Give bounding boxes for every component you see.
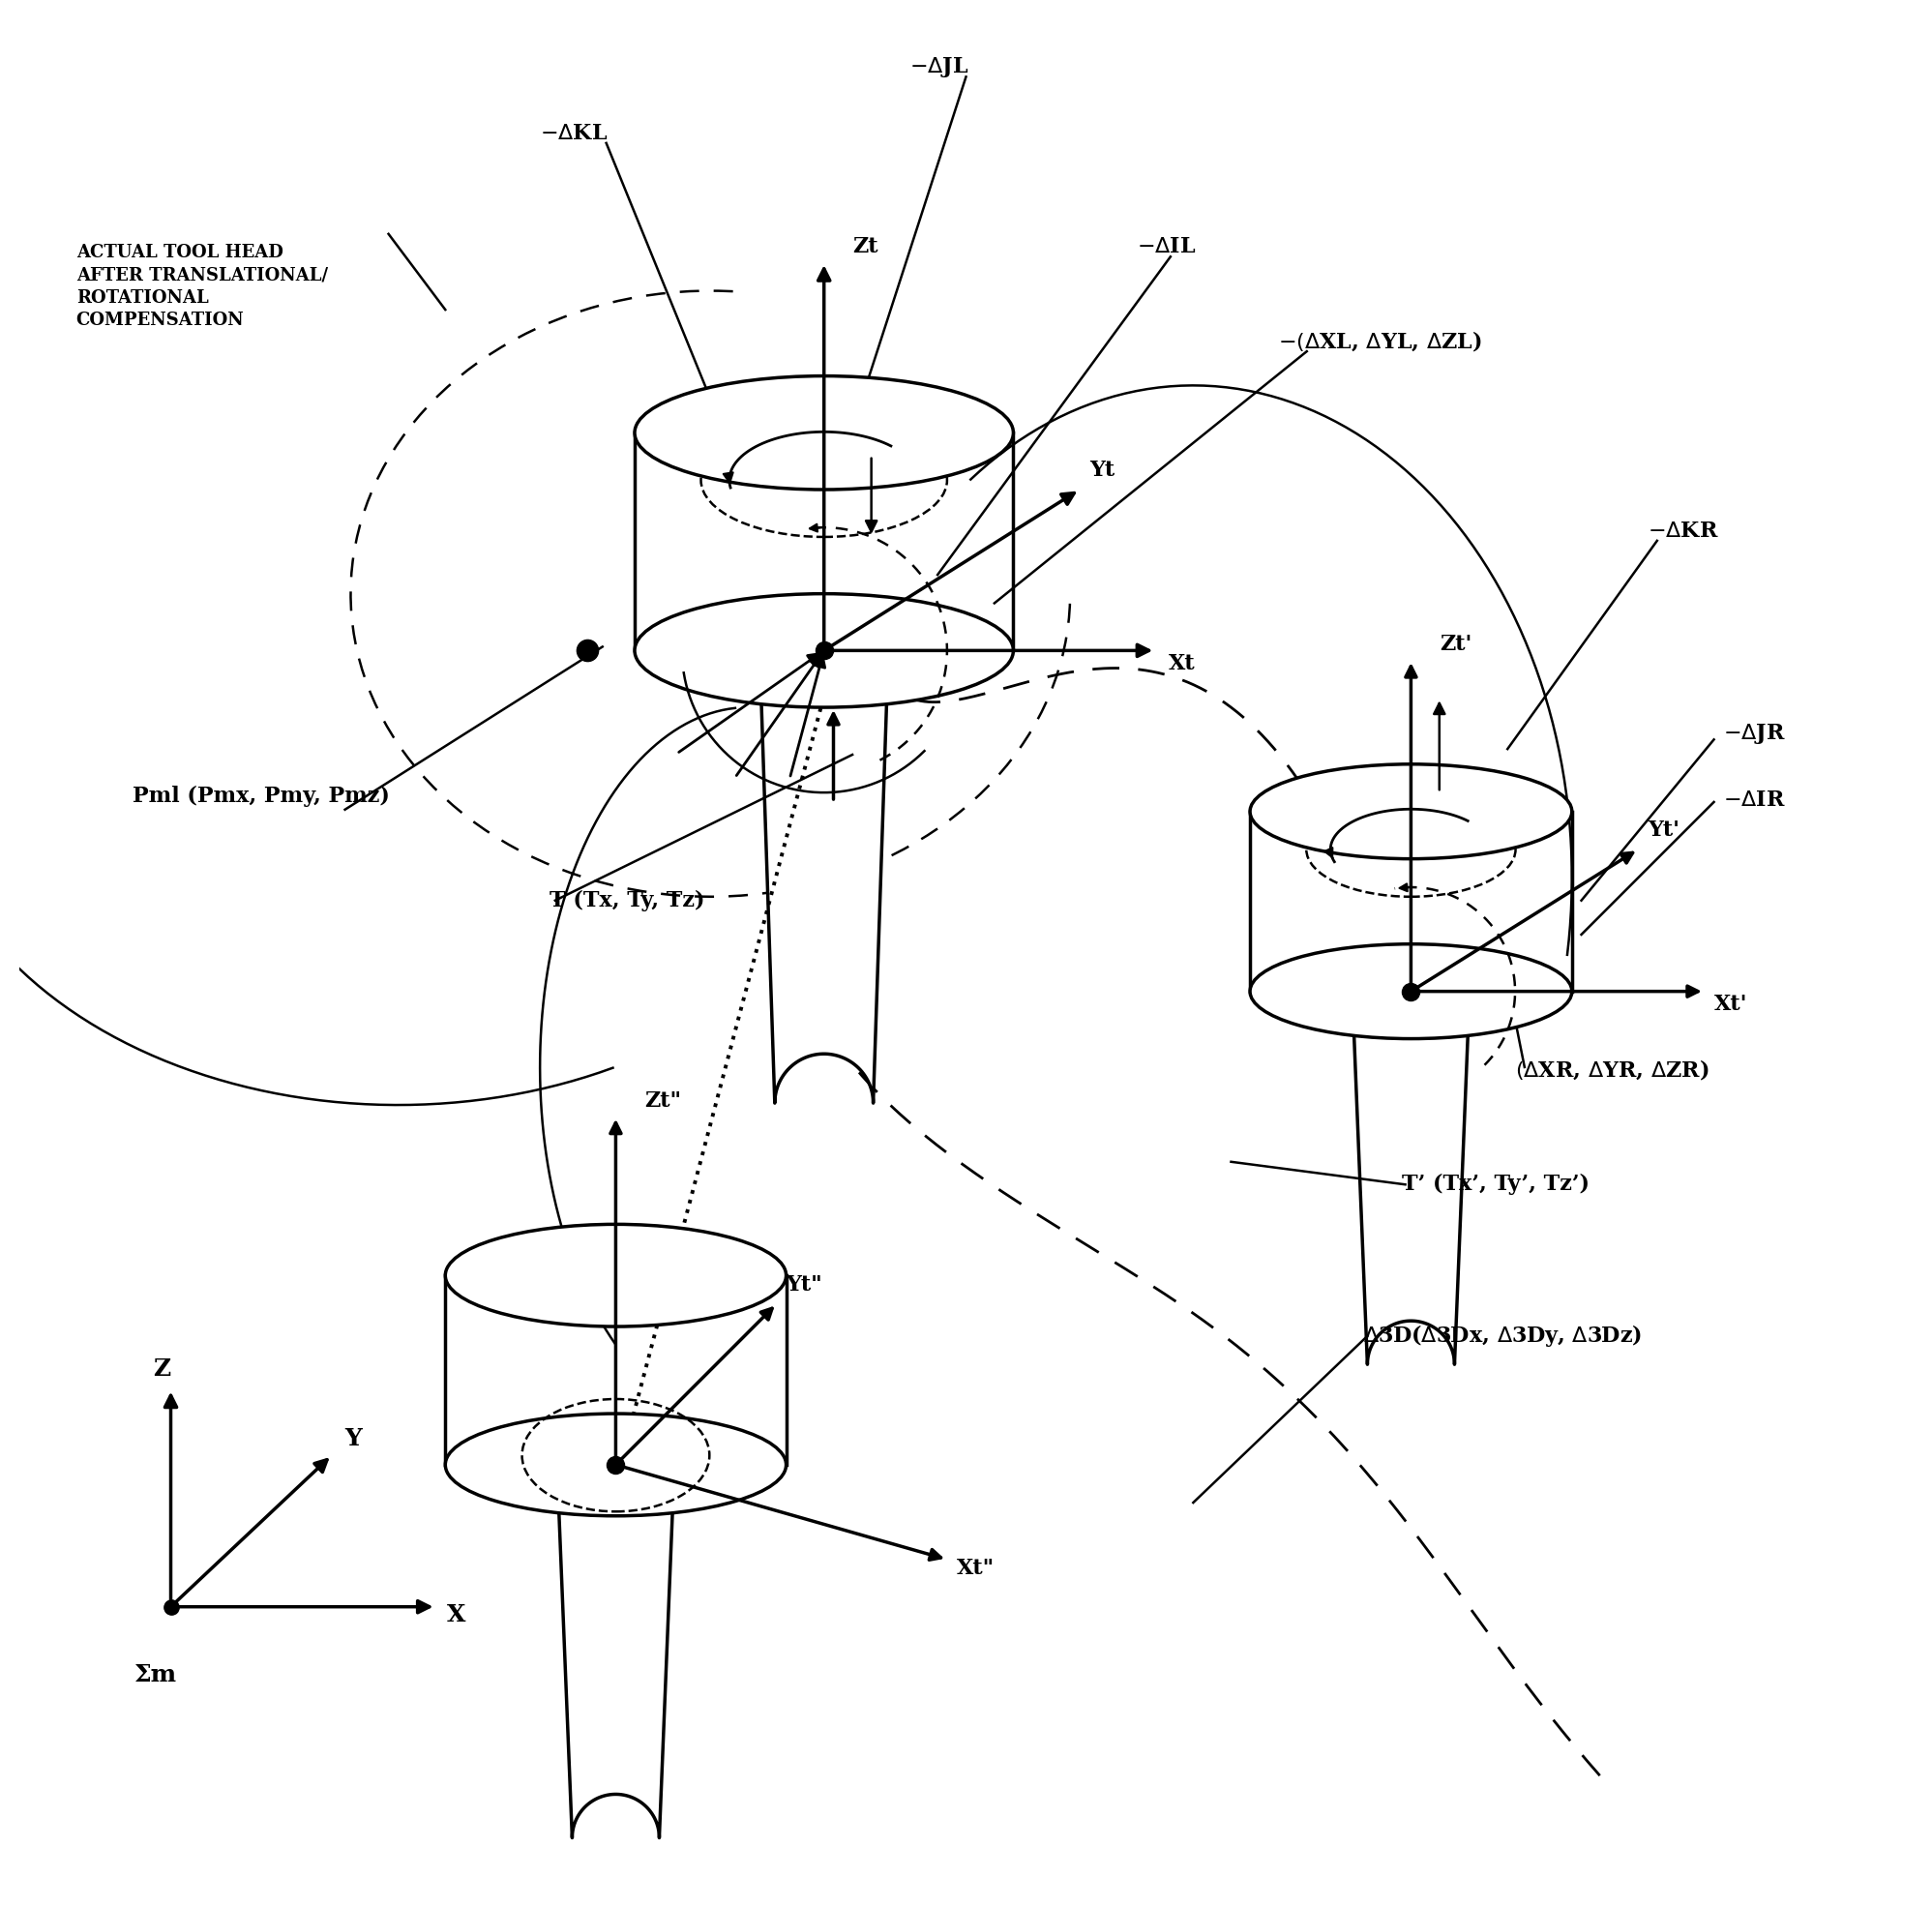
- Text: ACTUAL TOOL HEAD
AFTER TRANSLATIONAL/
ROTATIONAL
COMPENSATION: ACTUAL TOOL HEAD AFTER TRANSLATIONAL/ RO…: [75, 244, 328, 330]
- Ellipse shape: [444, 1224, 786, 1327]
- Text: Xt': Xt': [1714, 994, 1747, 1015]
- Text: $-\Delta$KL: $-\Delta$KL: [539, 122, 609, 145]
- Text: Zt: Zt: [852, 236, 877, 257]
- Text: Z: Z: [153, 1358, 170, 1381]
- Polygon shape: [1250, 812, 1573, 992]
- Text: Zt': Zt': [1439, 635, 1472, 656]
- Text: $(\Delta$XR, $\Delta$YR, $\Delta$ZR): $(\Delta$XR, $\Delta$YR, $\Delta$ZR): [1515, 1058, 1710, 1081]
- Text: Y: Y: [346, 1428, 361, 1451]
- Text: Zt": Zt": [643, 1091, 680, 1112]
- Text: Pml (Pmx, Pmy, Pmz): Pml (Pmx, Pmy, Pmz): [133, 786, 390, 807]
- Text: Xt": Xt": [956, 1558, 995, 1579]
- Text: Σ th": Σ th": [576, 1531, 636, 1552]
- Text: Yt': Yt': [1648, 820, 1679, 841]
- Text: Σ th': Σ th': [1354, 1049, 1410, 1070]
- Text: Σm: Σm: [135, 1663, 178, 1688]
- Ellipse shape: [634, 376, 1014, 490]
- Text: $-\Delta$IR: $-\Delta$IR: [1723, 789, 1785, 810]
- Text: Σ th: Σ th: [728, 606, 777, 627]
- Text: $-\Delta$JL: $-\Delta$JL: [910, 55, 968, 80]
- Ellipse shape: [444, 1413, 786, 1516]
- Text: $-\Delta$IL: $-\Delta$IL: [1136, 236, 1196, 257]
- Ellipse shape: [634, 593, 1014, 707]
- Polygon shape: [556, 1465, 674, 1838]
- Text: $-\Delta$JR: $-\Delta$JR: [1723, 723, 1787, 746]
- Text: T’ (Tx’, Ty’, Tz’): T’ (Tx’, Ty’, Tz’): [1401, 1173, 1590, 1196]
- Ellipse shape: [1250, 944, 1573, 1039]
- Polygon shape: [759, 650, 889, 1102]
- Polygon shape: [444, 1276, 786, 1465]
- Ellipse shape: [1250, 765, 1573, 858]
- Text: $\Delta$3D($\Delta$3Dx, $\Delta$3Dy, $\Delta$3Dz): $\Delta$3D($\Delta$3Dx, $\Delta$3Dy, $\D…: [1364, 1322, 1642, 1348]
- Text: Yt": Yt": [786, 1274, 823, 1295]
- Text: Yt: Yt: [1090, 460, 1115, 481]
- Polygon shape: [634, 433, 1014, 650]
- Text: T (Tx, Ty, Tz): T (Tx, Ty, Tz): [549, 891, 705, 912]
- Text: $-(\Delta$XL, $\Delta$YL, $\Delta$ZL): $-(\Delta$XL, $\Delta$YL, $\Delta$ZL): [1279, 328, 1482, 353]
- Text: Xt: Xt: [1169, 652, 1196, 675]
- Text: X: X: [446, 1604, 466, 1627]
- Text: $-\Delta$KR: $-\Delta$KR: [1648, 521, 1719, 542]
- Polygon shape: [1352, 992, 1470, 1364]
